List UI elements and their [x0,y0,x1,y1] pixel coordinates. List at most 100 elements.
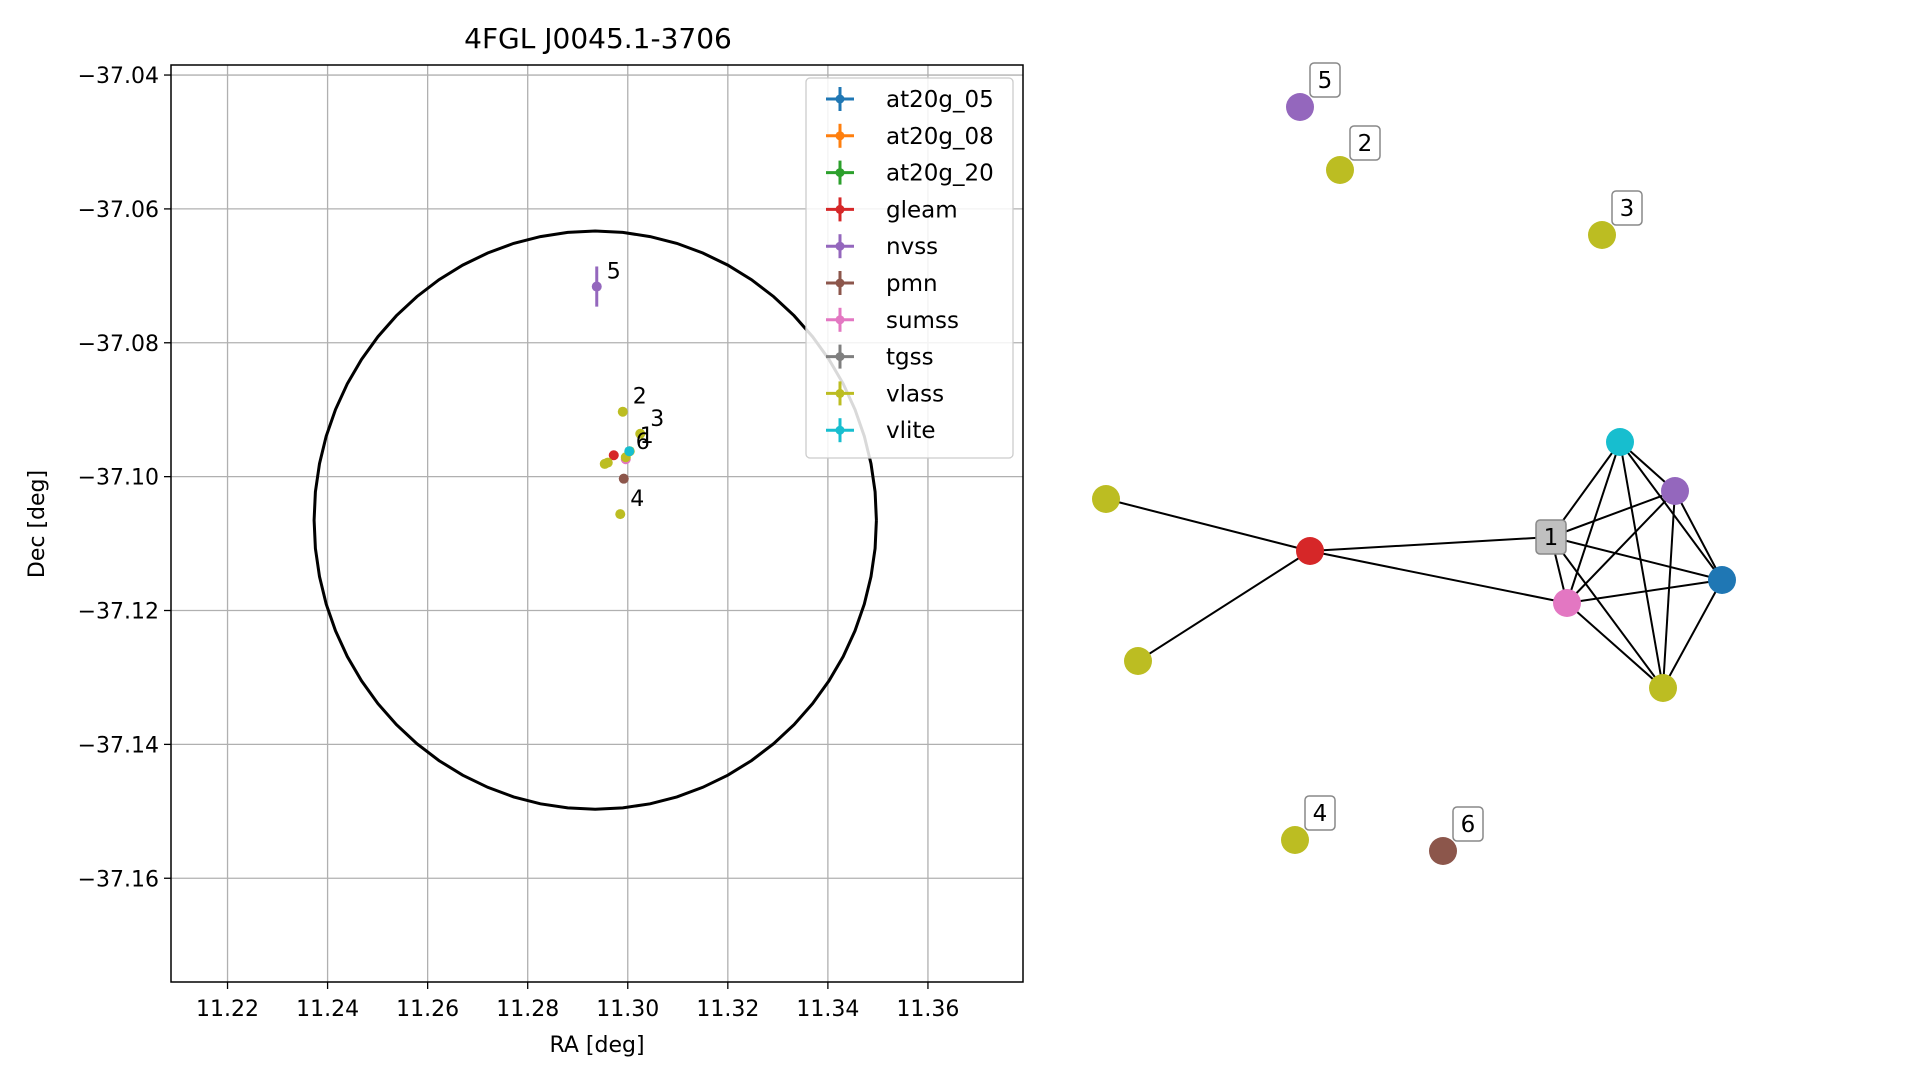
graph-node-label-3: 3 [1620,196,1635,222]
graph-node-vl_a [1092,485,1120,513]
graph-edge [1662,490,1676,689]
graph-node-gleam [1296,537,1324,565]
legend-marker-at20g_05 [835,94,845,104]
y-axis-label: Dec [deg] [25,470,50,578]
grid [171,65,1023,982]
y-tick-label: −37.06 [78,198,159,223]
graph-node-n6 [1429,837,1457,865]
legend-label-vlass: vlass [886,381,944,407]
y-tick-label: −37.04 [78,64,159,89]
nvss-point [591,281,602,292]
vlass-point [617,406,628,417]
y-tick-label: −37.10 [78,466,159,491]
point-label-6: 6 [636,430,650,455]
graph-edge [1309,536,1552,552]
graph-edges [1105,441,1723,689]
localization-circle [312,229,878,811]
graph-node-n2 [1326,156,1354,184]
legend-label-pmn: pmn [886,271,938,297]
graph-node-label-box [1611,190,1643,226]
graph-node-label-box [1304,795,1336,831]
x-tick-label: 11.32 [696,997,759,1022]
x-tick-label: 11.28 [496,997,559,1022]
legend-marker-sumss [835,315,845,325]
graph-node-label-5: 5 [1318,68,1333,94]
graph-nodes [1092,93,1736,865]
y-tick-label: −37.08 [78,332,159,357]
gleam-point [608,450,619,461]
graph-edge [1566,579,1723,604]
x-tick-label: 11.22 [196,997,259,1022]
graph-edge [1550,490,1676,538]
graph-node-vlite [1606,428,1634,456]
y-tick-label: −37.16 [78,867,159,892]
vlass-point [615,509,626,520]
graph-node-n3 [1588,221,1616,249]
graph-node-label-box [1349,125,1381,161]
x-tick-label: 11.24 [296,997,359,1022]
graph-edge [1566,490,1676,604]
sky-map-plot: 4FGL J0045.1-3706 5 23 4 61 11.22 11.24 11.26… [25,22,1024,1058]
legend-marker-vlite [835,425,845,435]
legend-label-nvss: nvss [886,234,938,260]
graph-edge [1662,579,1723,689]
graph-edge [1566,441,1621,604]
legend-box [805,77,1014,459]
x-axis-label: RA [deg] [549,1033,644,1058]
graph-edge [1309,550,1568,604]
legend-marker-tgss [835,352,845,362]
data-points: 5 23 4 61 [591,260,664,520]
graph-node-label-box [1452,806,1484,842]
legend-marker-at20g_20 [835,168,845,178]
graph-node-vl_b [1124,647,1152,675]
legend-marker-nvss [835,241,845,251]
point-label-4: 4 [630,487,644,512]
x-tick-label: 11.34 [796,997,859,1022]
graph-node-nvss2 [1661,477,1689,505]
graph-edge [1619,441,1723,581]
graph-node-at20g [1708,566,1736,594]
graph-edge [1137,550,1311,662]
x-tick-label: 11.30 [596,997,659,1022]
graph-node-1-box [1535,519,1567,555]
legend-label-at20g_20: at20g_20 [886,161,994,187]
graph-edge [1550,536,1664,689]
plot-title: 4FGL J0045.1-3706 [464,22,732,55]
point-label-2: 2 [633,385,647,410]
point-label-1: 1 [640,424,654,449]
association-graph: 5 2 3 4 6 1 [1092,62,1736,865]
axis-ticks: 11.22 11.24 11.26 11.28 11.30 11.32 11.34 11.36… [78,64,960,1022]
legend-label-gleam: gleam [886,197,958,223]
legend-marker-vlass [835,388,845,398]
graph-node-label-2: 2 [1358,131,1373,157]
x-tick-label: 11.36 [896,997,959,1022]
graph-edge [1674,490,1723,581]
graph-node-sumss [1553,589,1581,617]
point-label-5: 5 [607,260,621,285]
legend-marker-at20g_08 [835,131,845,141]
legend-label-sumss: sumss [886,308,959,334]
y-tick-label: −37.12 [78,600,159,625]
graph-edge [1566,602,1664,689]
vlass-point [635,428,646,439]
y-tick-label: −37.14 [78,733,159,758]
graph-node-label-6: 6 [1461,812,1476,838]
plot-frame [170,64,1024,983]
graph-node-n4 [1281,826,1309,854]
legend-label-tgss: tgss [886,345,934,371]
legend-marker-pmn [835,278,845,288]
legend-label-vlite: vlite [886,418,936,444]
graph-edge [1619,441,1664,689]
graph-edge [1550,536,1723,581]
x-tick-label: 11.26 [396,997,459,1022]
graph-node-label-4: 4 [1313,801,1328,827]
graph-node-vl_c [1649,674,1677,702]
vlass-point [599,458,610,469]
graph-node-n5 [1286,93,1314,121]
pmn-point [618,473,629,484]
point-label-3: 3 [650,407,664,432]
localization-ellipse [312,229,878,811]
legend-label-at20g_05: at20g_05 [886,87,994,113]
